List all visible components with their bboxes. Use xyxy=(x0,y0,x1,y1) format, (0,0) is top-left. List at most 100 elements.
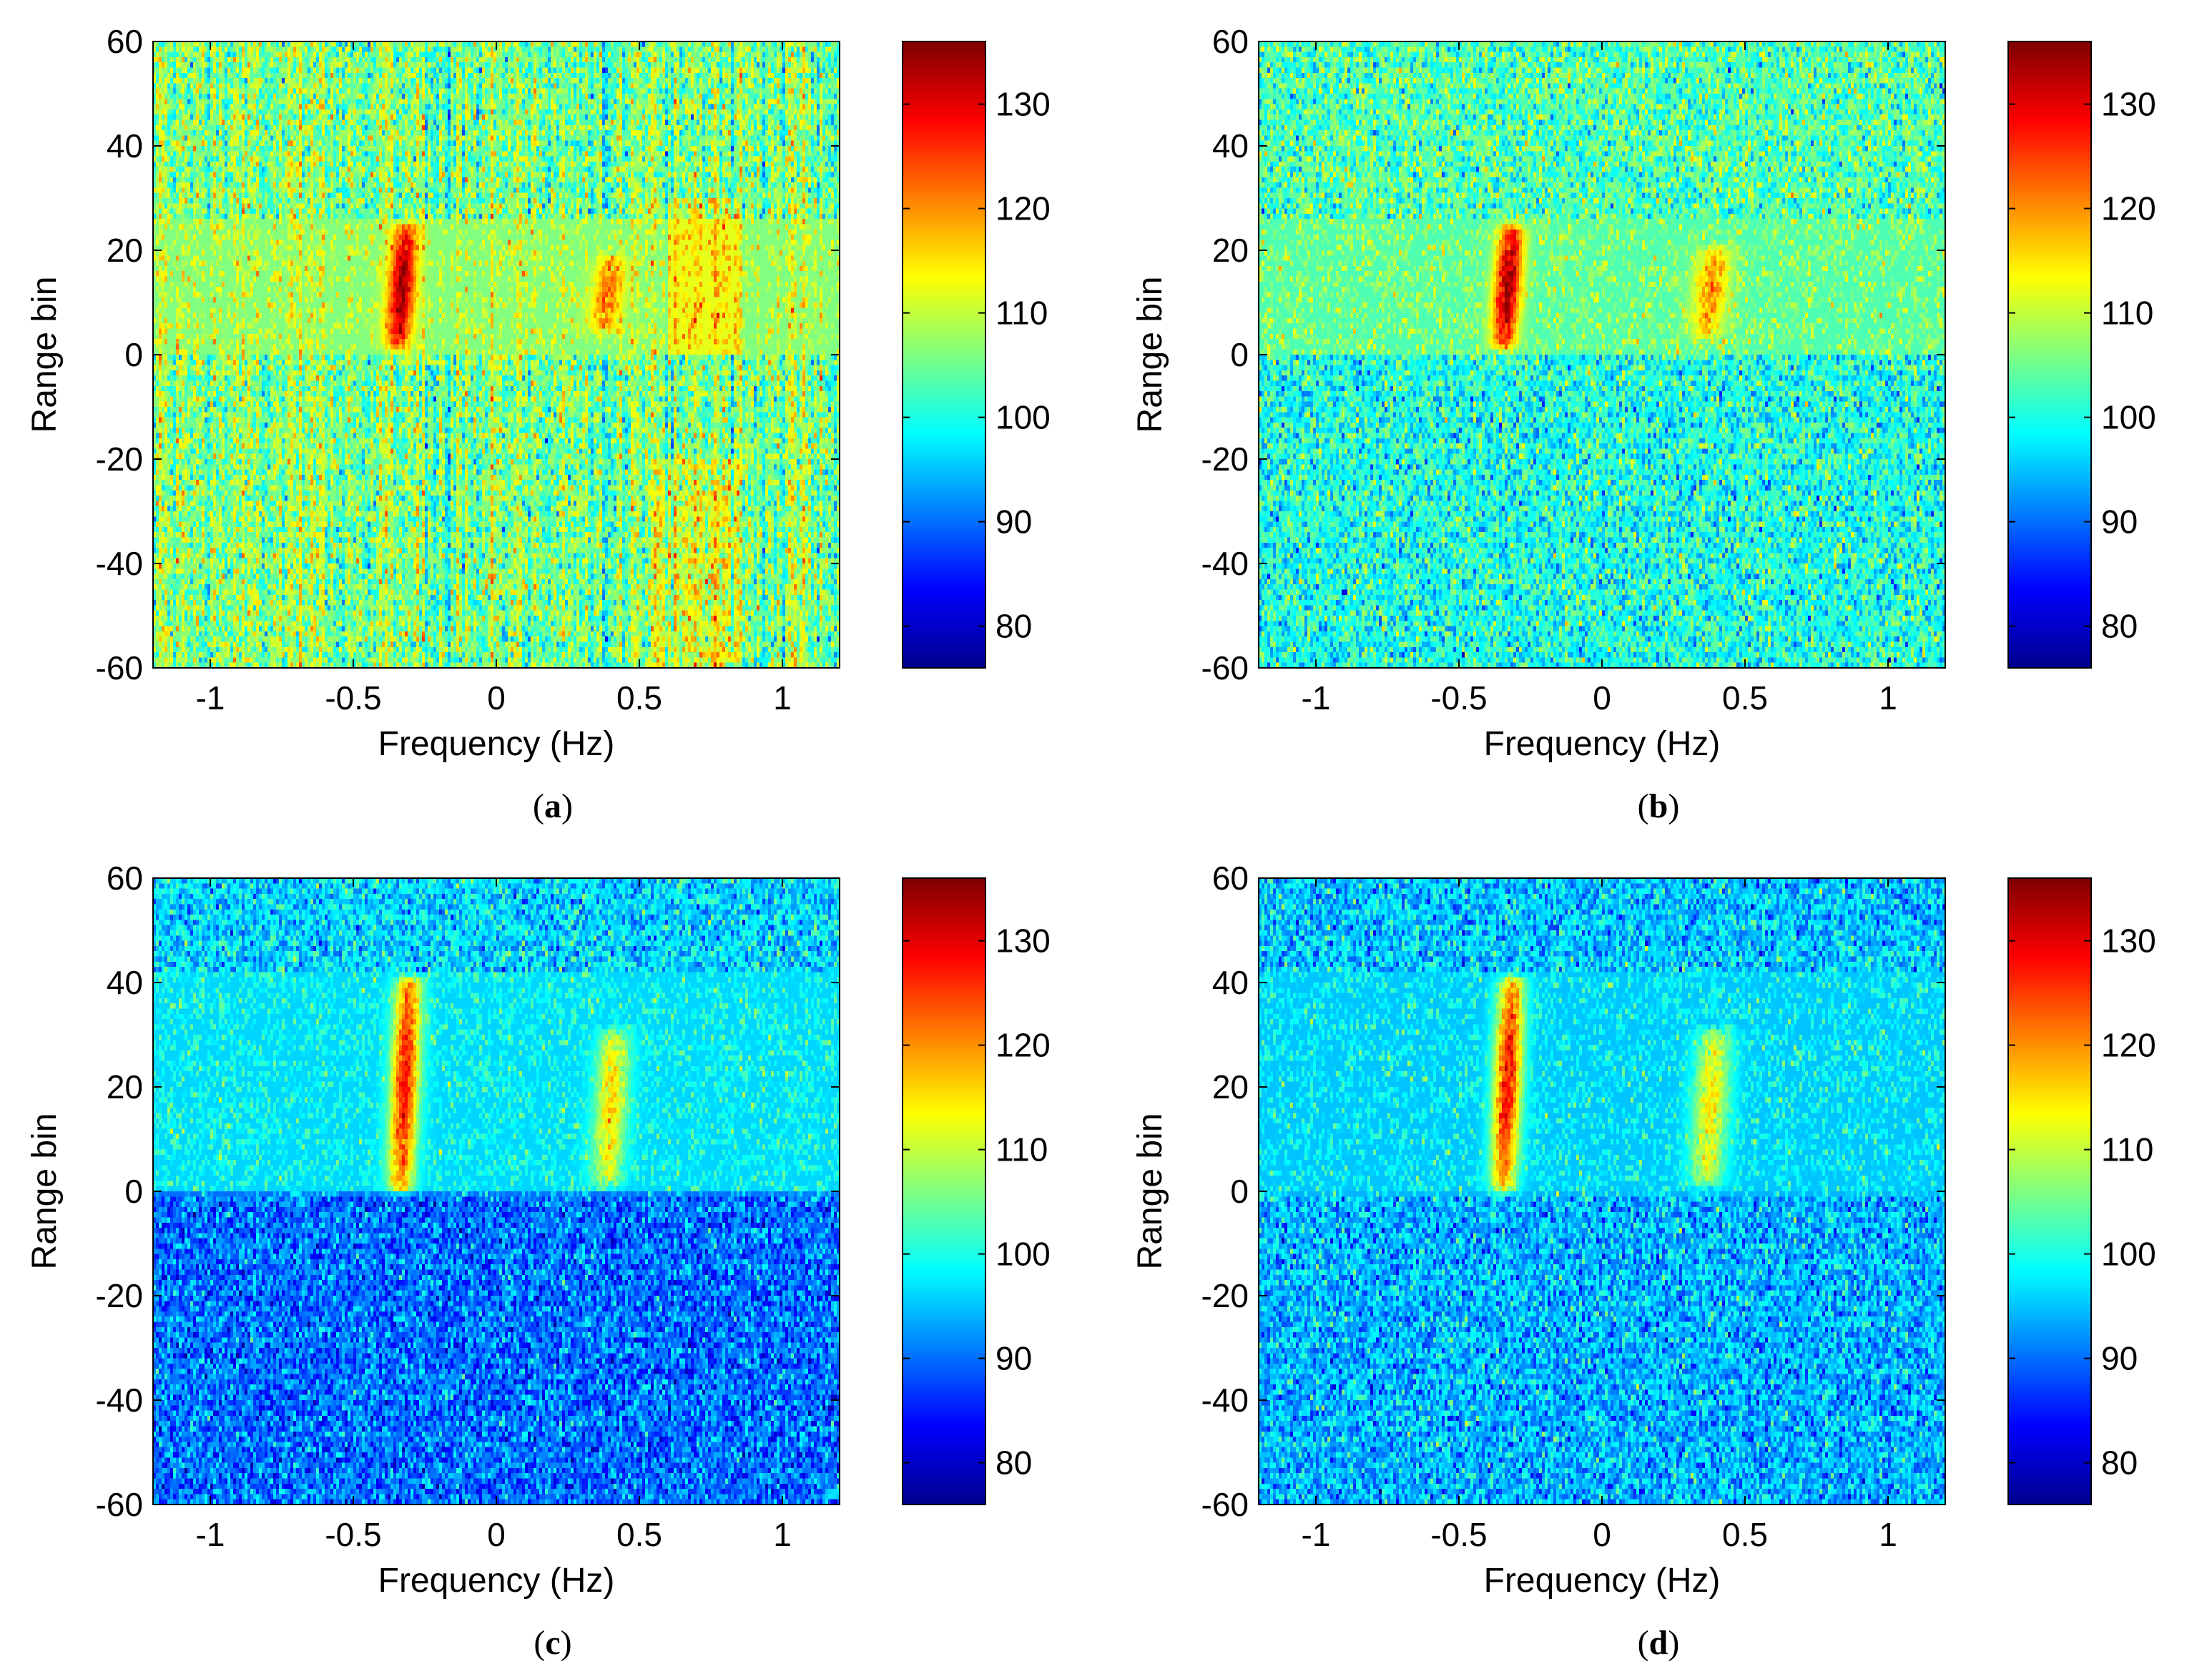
panel-caption: (b) xyxy=(1637,787,1680,825)
y-tick-label: -60 xyxy=(1201,649,1249,686)
chart-svg-b: -1 -0.5 0 0.5 1 -60 -40 -20 0 20 40 60 Frequency (Hz… xyxy=(1131,23,2156,763)
colorbar-tick-label: 80 xyxy=(2101,1444,2138,1482)
x-tick-label: 0.5 xyxy=(1722,679,1768,717)
colorbar-tick-label: 100 xyxy=(2101,399,2156,436)
x-tick-label: -1 xyxy=(1302,1516,1331,1553)
y-tick-label: 60 xyxy=(1212,23,1249,60)
colorbar-tick-label: 80 xyxy=(996,1444,1032,1482)
colorbar-gradient xyxy=(2008,41,2091,668)
chart-panel-a: -1 -0.5 0 0.5 1 -60 -40 -20 0 20 40 60 Frequency (Hz… xyxy=(0,0,1106,837)
colorbar-frame xyxy=(902,41,986,669)
y-axis-title: Range bin xyxy=(1131,277,1169,433)
y-tick-label: 20 xyxy=(107,1068,143,1106)
colorbar-tick-label: 90 xyxy=(2101,1340,2138,1377)
panel-caption: (d) xyxy=(1637,1624,1680,1662)
y-tick-label: -60 xyxy=(96,649,143,686)
y-tick-label: -40 xyxy=(1201,1382,1249,1419)
panel-caption-letter: b xyxy=(1648,787,1668,825)
x-axis-title: Frequency (Hz) xyxy=(1484,1562,1721,1600)
colorbar-frame xyxy=(902,877,986,1505)
panel-caption: (c) xyxy=(534,1624,572,1662)
colorbar-gradient xyxy=(2008,878,2091,1505)
y-tick-label: 0 xyxy=(1230,1173,1249,1210)
colorbar-tick-label: 80 xyxy=(2101,608,2138,645)
x-tick-label: 0.5 xyxy=(616,679,662,717)
x-tick-label: -1 xyxy=(1302,679,1331,717)
colorbar-tick-label: 110 xyxy=(996,1131,1048,1168)
y-tick-label: -20 xyxy=(1201,1277,1249,1314)
x-tick-label: 0 xyxy=(1593,1516,1611,1553)
x-tick-label: -0.5 xyxy=(1430,1516,1487,1553)
y-tick-label: -20 xyxy=(96,1277,143,1314)
colorbar-tick-label: 130 xyxy=(996,86,1051,123)
colorbar-frame xyxy=(2007,41,2092,669)
y-tick-label: 20 xyxy=(1212,1068,1249,1106)
y-tick-label: -60 xyxy=(96,1486,143,1523)
y-tick-label: 40 xyxy=(1212,127,1249,164)
colorbar-tick-label: 120 xyxy=(2101,1027,2156,1064)
x-tick-label: 0.5 xyxy=(1722,1516,1768,1553)
y-axis-title: Range bin xyxy=(26,277,64,433)
colorbar-tick-label: 120 xyxy=(996,190,1051,227)
colorbar-tick-label: 90 xyxy=(996,503,1032,541)
heatmap-image xyxy=(153,878,840,1505)
chart-svg-c: -1 -0.5 0 0.5 1 -60 -40 -20 0 20 40 60 Frequency (Hz… xyxy=(26,860,1051,1600)
y-tick-label: 0 xyxy=(1230,336,1249,373)
colorbar-tick-label: 110 xyxy=(2101,1131,2153,1168)
x-tick-label: 1 xyxy=(773,679,792,717)
x-tick-label: 1 xyxy=(773,1516,792,1553)
y-tick-label: 60 xyxy=(107,860,143,897)
colorbar-tick-label: 90 xyxy=(996,1340,1032,1377)
x-tick-label: -0.5 xyxy=(325,679,381,717)
y-tick-label: 40 xyxy=(107,964,143,1001)
y-tick-label: 20 xyxy=(1212,232,1249,269)
y-tick-label: -20 xyxy=(1201,440,1249,478)
y-tick-label: 60 xyxy=(107,23,143,60)
panel-caption-letter: a xyxy=(544,787,561,825)
chart-panel-b: -1 -0.5 0 0.5 1 -60 -40 -20 0 20 40 60 Frequency (Hz… xyxy=(1106,0,2211,837)
colorbar-frame xyxy=(2007,877,2092,1505)
colorbar-tick-label: 120 xyxy=(996,1027,1051,1064)
x-tick-label: 1 xyxy=(1879,679,1897,717)
panel-caption-letter: d xyxy=(1648,1624,1668,1662)
x-tick-label: 0 xyxy=(487,1516,506,1553)
chart-svg-d: -1 -0.5 0 0.5 1 -60 -40 -20 0 20 40 60 Frequency (Hz… xyxy=(1131,860,2156,1600)
colorbar-tick-label: 130 xyxy=(996,922,1051,960)
y-tick-label: -40 xyxy=(1201,545,1249,582)
heatmap-image xyxy=(1259,878,1945,1505)
y-tick-label: 0 xyxy=(124,336,143,373)
x-tick-label: 0 xyxy=(487,679,506,717)
colorbar-tick-label: 110 xyxy=(996,295,1048,332)
x-axis-title: Frequency (Hz) xyxy=(1484,725,1721,763)
y-axis-title: Range bin xyxy=(26,1113,64,1270)
x-tick-label: 1 xyxy=(1879,1516,1897,1553)
colorbar-tick-label: 80 xyxy=(996,608,1032,645)
x-axis-title: Frequency (Hz) xyxy=(378,725,615,763)
heatmap-image xyxy=(153,41,840,668)
chart-svg-a: -1 -0.5 0 0.5 1 -60 -40 -20 0 20 40 60 Frequency (Hz… xyxy=(26,23,1051,763)
colorbar-tick-label: 110 xyxy=(2101,295,2153,332)
panel-caption-letter: c xyxy=(545,1624,561,1662)
colorbar-tick-label: 130 xyxy=(2101,922,2156,960)
y-tick-label: 40 xyxy=(1212,964,1249,1001)
colorbar-tick-label: 130 xyxy=(2101,86,2156,123)
y-tick-label: 40 xyxy=(107,127,143,164)
x-tick-label: -1 xyxy=(196,679,225,717)
x-tick-label: -0.5 xyxy=(1430,679,1487,717)
colorbar-tick-label: 120 xyxy=(2101,190,2156,227)
y-tick-label: 0 xyxy=(124,1173,143,1210)
panel-caption: (a) xyxy=(533,787,573,825)
y-tick-label: -40 xyxy=(96,545,143,582)
colorbar-tick-label: 100 xyxy=(996,399,1051,436)
y-tick-label: -60 xyxy=(1201,1486,1249,1523)
colorbar-tick-label: 90 xyxy=(2101,503,2138,541)
x-tick-label: -0.5 xyxy=(325,1516,381,1553)
y-tick-label: 20 xyxy=(107,232,143,269)
x-axis-title: Frequency (Hz) xyxy=(378,1562,615,1600)
colorbar-tick-label: 100 xyxy=(2101,1236,2156,1273)
x-tick-label: 0 xyxy=(1593,679,1611,717)
x-tick-label: -1 xyxy=(196,1516,225,1553)
chart-panel-d: -1 -0.5 0 0.5 1 -60 -40 -20 0 20 40 60 Frequency (Hz… xyxy=(1106,837,2211,1673)
colorbar-gradient xyxy=(903,41,985,668)
